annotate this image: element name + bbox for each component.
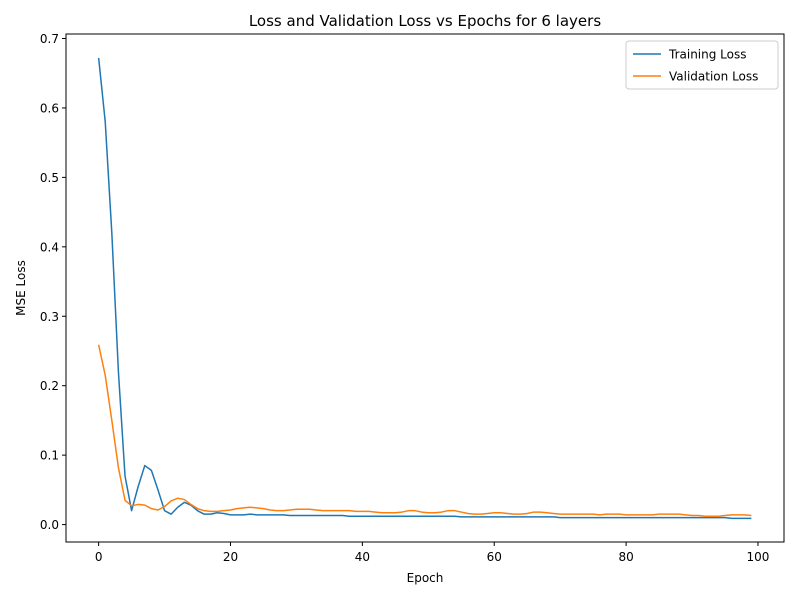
legend: Training Loss Validation Loss xyxy=(625,40,779,90)
y-tick-label: 0.2 xyxy=(40,379,59,393)
legend-label-training-loss: Training Loss xyxy=(668,48,746,62)
y-tick-label: 0.0 xyxy=(40,518,59,532)
legend-box xyxy=(625,40,779,90)
legend-label-validation-loss: Validation Loss xyxy=(669,70,758,84)
x-axis-label: Epoch xyxy=(407,571,444,585)
y-axis-label: MSE Loss xyxy=(14,260,28,316)
x-tick-label: 60 xyxy=(487,550,502,564)
x-tick-label: 100 xyxy=(747,550,770,564)
series-lines xyxy=(97,57,752,520)
x-tick-label: 80 xyxy=(618,550,633,564)
x-tick-label: 0 xyxy=(95,550,103,564)
plot-frame xyxy=(65,33,785,543)
y-tick-label: 0.1 xyxy=(40,449,59,463)
y-tick-label: 0.7 xyxy=(40,32,59,46)
chart-title: Loss and Validation Loss vs Epochs for 6… xyxy=(249,12,601,30)
y-tick-label: 0.5 xyxy=(40,171,59,185)
y-tick-label: 0.4 xyxy=(40,240,59,254)
series-line-validation-loss xyxy=(97,344,752,517)
series-line-training-loss xyxy=(97,57,752,520)
x-tick-label: 20 xyxy=(223,550,238,564)
axis-ticks: 0 20 40 60 80 100 0.0 0.1 0.2 0.3 0.4 0.5 0.6 0.7 xyxy=(40,32,770,564)
y-tick-label: 0.6 xyxy=(40,101,59,115)
x-tick-label: 40 xyxy=(355,550,370,564)
y-tick-label: 0.3 xyxy=(40,310,59,324)
